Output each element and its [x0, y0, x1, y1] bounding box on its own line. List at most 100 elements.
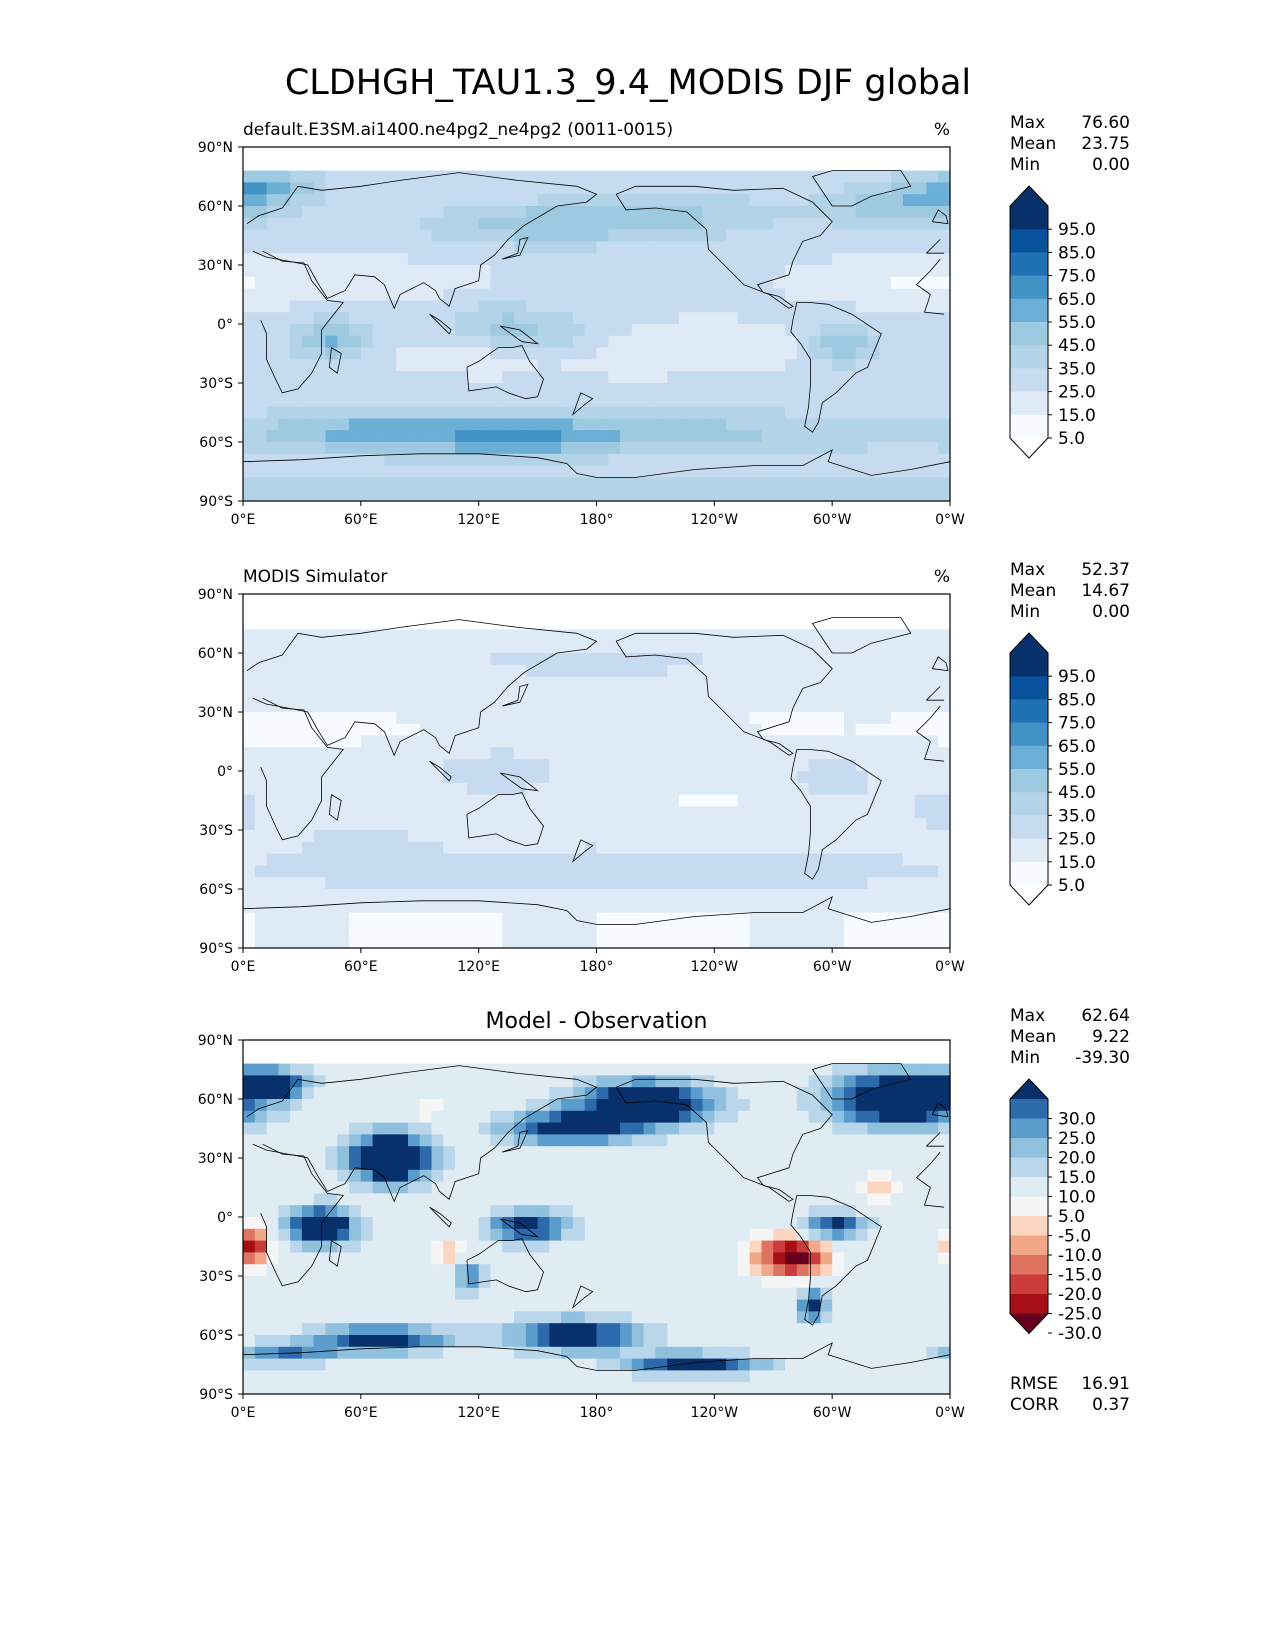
panels: 0°E 60°E 120°E 180° 120°W 60°W 0°W90°N60°N30°N…: [198, 113, 1130, 1421]
map-cell: [419, 889, 433, 902]
map-cell: [561, 276, 574, 290]
map-cell: [761, 406, 774, 419]
map-cell: [407, 912, 421, 925]
map-cell: [773, 1169, 786, 1183]
map-cell: [749, 442, 763, 455]
map-cell: [843, 1335, 857, 1348]
map-cell: [431, 771, 444, 784]
map-cell: [796, 1063, 810, 1076]
map-cell: [301, 194, 315, 207]
map-cell: [655, 489, 668, 502]
map-cell: [773, 453, 786, 467]
map-cell: [902, 217, 916, 231]
map-cell: [620, 1205, 633, 1218]
map-cell: [443, 1075, 456, 1088]
map-cell: [384, 324, 397, 337]
map-cell: [502, 1099, 515, 1112]
map-cell: [926, 723, 939, 737]
map-cell: [667, 806, 680, 819]
map-cell: [620, 900, 633, 914]
map-cell: [702, 641, 715, 654]
map-cell: [301, 1122, 315, 1135]
map-cell: [372, 465, 385, 478]
map-cell: [419, 912, 433, 925]
map-cell: [561, 430, 574, 443]
map-cell: [796, 900, 810, 914]
map-cell: [843, 1228, 857, 1242]
map-cell: [737, 1287, 751, 1301]
map-cell: [631, 1146, 645, 1159]
map-cell: [243, 700, 256, 713]
map-cell: [596, 747, 609, 760]
map-cell: [572, 641, 586, 654]
map-cell: [478, 335, 492, 349]
map-cell: [914, 1264, 928, 1277]
map-cell: [832, 383, 845, 396]
map-cell: [655, 735, 668, 748]
map-cell: [820, 653, 833, 666]
map-cell: [785, 1193, 798, 1206]
map-cell: [737, 771, 751, 784]
map-cell: [372, 688, 385, 701]
map-cell: [785, 265, 798, 278]
map-cell: [537, 194, 550, 207]
map-cell: [278, 406, 291, 419]
map-cell: [407, 1240, 421, 1253]
map-cell: [643, 1346, 657, 1360]
map-cell: [832, 641, 845, 654]
map-cell: [254, 418, 268, 431]
map-cell: [643, 276, 657, 290]
colorbar-segment: [1010, 745, 1048, 770]
map-cell: [572, 676, 586, 689]
map-cell: [678, 688, 692, 701]
map-cell: [455, 1063, 468, 1076]
map-cell: [396, 676, 409, 689]
map-cell: [266, 418, 279, 431]
map-cell: [678, 818, 692, 831]
map-cell: [785, 418, 798, 431]
map-cell: [737, 853, 751, 866]
map-cell: [455, 1299, 468, 1312]
map-cell: [714, 1276, 727, 1289]
map-cell: [726, 806, 739, 819]
map-cell: [407, 1346, 421, 1360]
map-cell: [926, 1276, 939, 1289]
map-cell: [254, 1205, 268, 1218]
map-cell: [490, 900, 503, 914]
map-cell: [466, 1181, 480, 1194]
map-cell: [443, 489, 456, 502]
map-cell: [737, 889, 751, 902]
map-cell: [455, 1158, 468, 1171]
map-cell: [254, 1311, 268, 1324]
map-cell: [726, 465, 739, 478]
map-cell: [572, 1158, 586, 1171]
map-cell: [372, 241, 385, 254]
map-cell: [714, 1122, 727, 1135]
map-cell: [490, 664, 503, 678]
map-cell: [443, 853, 456, 866]
map-cell: [867, 1146, 880, 1159]
map-cell: [631, 1205, 645, 1218]
map-cell: [514, 1099, 527, 1112]
map-cell: [313, 912, 327, 925]
map-cell: [702, 700, 715, 713]
map-cell: [914, 430, 928, 443]
map-cell: [785, 1323, 798, 1336]
map-cell: [843, 1122, 857, 1135]
map-cell: [773, 1335, 786, 1348]
map-cell: [843, 1252, 857, 1265]
map-cell: [243, 877, 256, 890]
map-cell: [726, 1323, 739, 1336]
map-cell: [667, 688, 680, 701]
map-cell: [643, 453, 657, 467]
map-cell: [655, 629, 668, 642]
coastline: [466, 792, 544, 847]
map-cell: [537, 477, 550, 490]
map-cell: [360, 936, 374, 949]
map-cell: [832, 936, 845, 949]
map-cell: [914, 335, 928, 349]
map-cell: [690, 300, 704, 313]
map-cell: [360, 912, 374, 925]
map-cell: [902, 629, 916, 642]
map-cell: [466, 1122, 480, 1135]
